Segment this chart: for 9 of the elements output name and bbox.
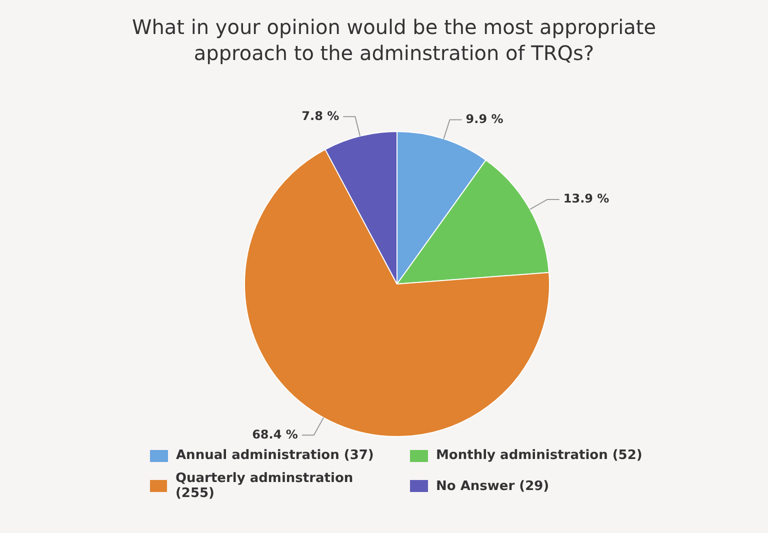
legend-label: No Answer (29) — [436, 478, 550, 494]
data-label: 13.9 % — [563, 192, 610, 206]
data-label: 7.8 % — [302, 108, 340, 123]
legend-label: Annual administration (37) — [176, 448, 374, 463]
legend-label: Quarterly adminstration (255) — [175, 471, 354, 501]
data-label: 68.4 % — [252, 427, 298, 442]
data-label: 9.9 % — [466, 112, 504, 126]
chart-title: What in your opinion would be the most appropriate approach to the adminstration of TRQs? — [130, 14, 658, 66]
legend-label: Monthly administration (52) — [436, 448, 642, 463]
